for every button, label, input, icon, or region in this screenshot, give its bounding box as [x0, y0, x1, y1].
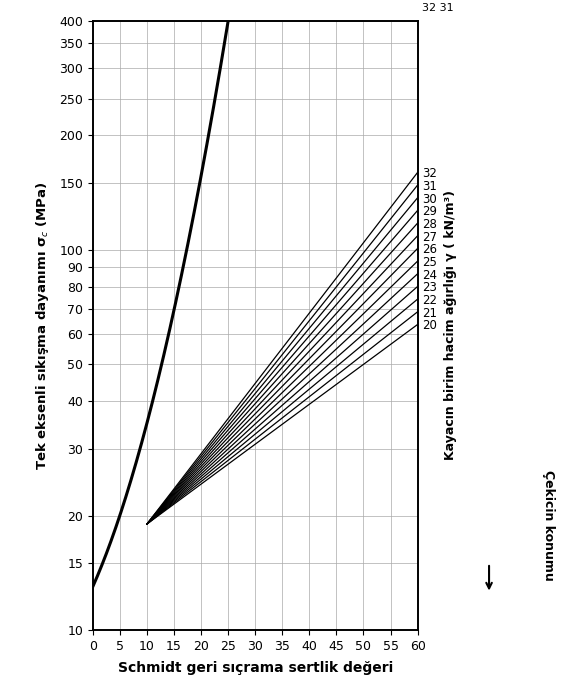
Text: 32 31: 32 31 — [422, 3, 454, 13]
Text: Çekicin konumu: Çekicin konumu — [542, 470, 554, 580]
Y-axis label: Tek eksenli sıkışma dayanımı σ$_c$ (MPa): Tek eksenli sıkışma dayanımı σ$_c$ (MPa) — [34, 181, 51, 470]
Y-axis label: Kayacın birim hacim ağırlığı γ ( kN/m³): Kayacın birim hacim ağırlığı γ ( kN/m³) — [444, 190, 456, 461]
X-axis label: Schmidt geri sıçrama sertlik değeri: Schmidt geri sıçrama sertlik değeri — [118, 661, 393, 675]
